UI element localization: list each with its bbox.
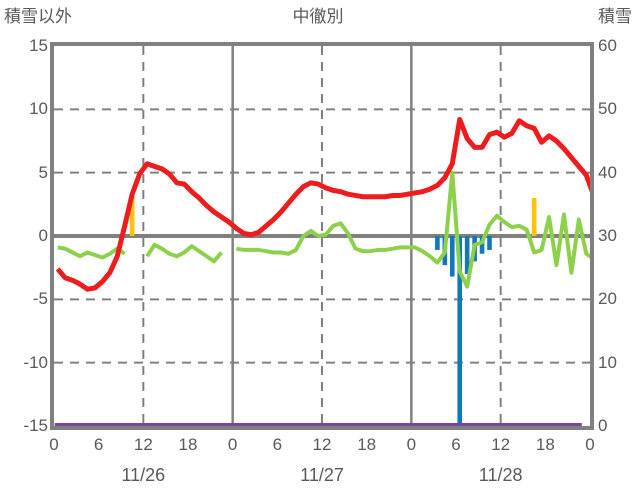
y-axis-right-tick: 50 — [598, 99, 617, 119]
bar — [435, 236, 440, 250]
y-axis-right-tick: 0 — [598, 416, 608, 435]
x-axis-day-label: 11/28 — [478, 465, 523, 485]
bar — [479, 236, 485, 254]
y-axis-left-tick: -10 — [23, 352, 48, 372]
temperature-line — [55, 116, 590, 292]
x-axis-day-label: 11/26 — [121, 465, 166, 485]
bar — [531, 198, 537, 236]
y-axis-left-tick: -15 — [23, 416, 48, 435]
y-axis-right-tick: 60 — [598, 36, 617, 55]
x-axis-tick: 6 — [93, 435, 104, 454]
plot-inner — [54, 46, 590, 426]
sunshine-bars — [129, 192, 537, 236]
y-axis-left-tick: 15 — [29, 36, 48, 55]
x-axis-tick: 0 — [49, 435, 59, 454]
x-axis-tick: 18 — [357, 435, 377, 454]
bar — [487, 236, 492, 250]
x-axis-tick: 0 — [406, 435, 417, 454]
x-axis-tick: 6 — [451, 435, 461, 454]
bar — [129, 192, 135, 236]
series-line — [145, 242, 224, 264]
y-axis-left-tick: 0 — [38, 226, 48, 245]
y-axis-left-tick: -5 — [32, 289, 48, 309]
precipitation-bars — [435, 236, 492, 426]
bar — [457, 236, 463, 426]
bar — [464, 236, 470, 274]
x-axis-tick: 18 — [535, 435, 555, 454]
x-axis-tick: 6 — [272, 435, 283, 454]
series-line — [57, 245, 126, 260]
x-axis-tick: 12 — [133, 435, 153, 454]
y-axis-right-tick: 20 — [598, 289, 617, 309]
y-axis-left-tick: 5 — [38, 162, 48, 182]
right-axis-title: 積雪 — [598, 7, 632, 26]
y-axis-right-tick: 10 — [598, 352, 617, 372]
bar — [449, 236, 455, 277]
chart-svg — [54, 46, 590, 426]
x-axis-day-label: 11/27 — [300, 465, 344, 485]
y-axis-right-tick: 30 — [598, 226, 617, 245]
y-axis-left-tick: 10 — [29, 99, 48, 119]
chart-title: 中徹別 — [292, 7, 344, 26]
series-line — [236, 170, 590, 289]
y-axis-right-tick: 40 — [598, 162, 617, 182]
x-axis-tick: 12 — [491, 435, 511, 454]
left-axis-title: 積雪以外 — [4, 7, 72, 26]
x-axis-tick: 0 — [585, 435, 595, 454]
x-axis-tick: 12 — [312, 435, 332, 454]
series-line — [55, 116, 590, 292]
wind-line — [57, 170, 590, 289]
x-axis-tick: 0 — [227, 435, 238, 454]
plot-area — [50, 42, 594, 430]
x-axis-tick: 18 — [178, 435, 198, 454]
